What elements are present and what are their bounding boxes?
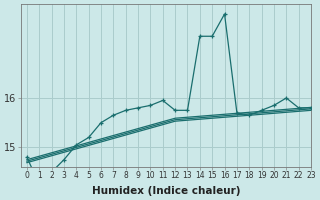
X-axis label: Humidex (Indice chaleur): Humidex (Indice chaleur) [92, 186, 240, 196]
